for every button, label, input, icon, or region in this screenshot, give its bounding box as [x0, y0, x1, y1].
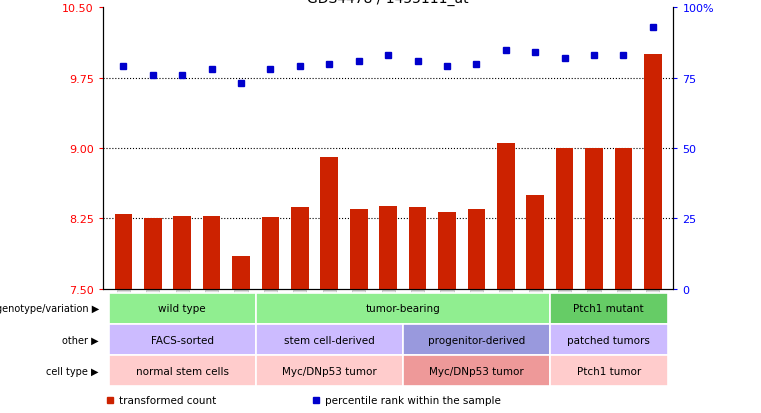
Bar: [114, 214, 132, 289]
Bar: [556, 149, 574, 289]
Bar: [109, 355, 256, 386]
Bar: [202, 216, 221, 289]
Bar: [644, 55, 662, 289]
Text: FACS-sorted: FACS-sorted: [151, 335, 214, 345]
Bar: [379, 207, 397, 289]
Title: GDS4478 / 1455111_at: GDS4478 / 1455111_at: [307, 0, 469, 6]
Bar: [497, 144, 514, 289]
Bar: [403, 355, 550, 386]
Bar: [232, 256, 250, 289]
Text: normal stem cells: normal stem cells: [135, 366, 228, 376]
Bar: [409, 208, 426, 289]
Bar: [550, 293, 667, 324]
Bar: [350, 209, 368, 289]
Text: cell type ▶: cell type ▶: [46, 366, 99, 376]
Bar: [550, 324, 667, 355]
Text: other ▶: other ▶: [62, 335, 99, 345]
Bar: [527, 195, 544, 289]
Bar: [144, 219, 161, 289]
Text: Ptch1 mutant: Ptch1 mutant: [574, 304, 644, 314]
Text: Myc/DNp53 tumor: Myc/DNp53 tumor: [429, 366, 524, 376]
Bar: [467, 209, 486, 289]
Bar: [109, 293, 256, 324]
Bar: [320, 158, 338, 289]
Text: Myc/DNp53 tumor: Myc/DNp53 tumor: [282, 366, 377, 376]
Text: tumor-bearing: tumor-bearing: [365, 304, 440, 314]
Text: genotype/variation ▶: genotype/variation ▶: [0, 304, 99, 314]
Bar: [550, 355, 667, 386]
Bar: [615, 149, 632, 289]
Text: percentile rank within the sample: percentile rank within the sample: [325, 394, 501, 405]
Text: stem cell-derived: stem cell-derived: [284, 335, 374, 345]
Bar: [585, 149, 603, 289]
Bar: [291, 208, 309, 289]
Bar: [256, 293, 550, 324]
Bar: [256, 355, 403, 386]
Bar: [262, 217, 279, 289]
Text: progenitor-derived: progenitor-derived: [428, 335, 525, 345]
Bar: [174, 216, 191, 289]
Bar: [438, 212, 456, 289]
Text: wild type: wild type: [158, 304, 206, 314]
Bar: [256, 324, 403, 355]
Text: patched tumors: patched tumors: [567, 335, 650, 345]
Text: Ptch1 tumor: Ptch1 tumor: [577, 366, 641, 376]
Bar: [109, 324, 256, 355]
Bar: [403, 324, 550, 355]
Text: transformed count: transformed count: [119, 394, 217, 405]
